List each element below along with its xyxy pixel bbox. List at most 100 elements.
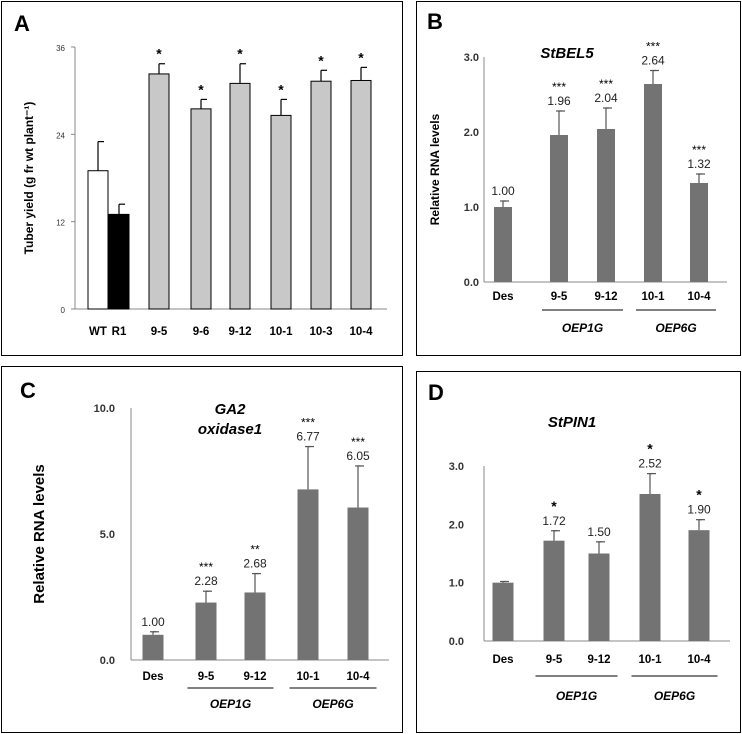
- panel-letter-b: B: [427, 9, 443, 34]
- chart-a-category-label: 10-4: [349, 326, 373, 338]
- chart-c-value-label: 6.77: [296, 430, 320, 444]
- chart-a-y-tick-label: 0: [61, 306, 66, 315]
- chart-b-bar: [690, 183, 708, 282]
- panel-letter-c: C: [20, 378, 36, 403]
- chart-a-y-axis-label: Tuber yield (g fr wt plant⁻¹): [22, 102, 36, 255]
- chart-a-bar: [108, 213, 130, 310]
- chart-d-title: StPIN1: [548, 414, 596, 431]
- chart-a-bar: [229, 82, 251, 310]
- chart-a-y-tick-label: 12: [56, 219, 65, 228]
- chart-b-value-label: 1.32: [687, 157, 711, 171]
- chart-b-value-label: 2.04: [594, 91, 618, 105]
- chart-a-category-label: 9-12: [228, 326, 251, 338]
- chart-a-bar: [310, 80, 332, 310]
- chart-d-category-label: 9-12: [587, 654, 610, 666]
- chart-a-bar: [148, 73, 170, 310]
- chart-d-bar: [688, 530, 710, 641]
- chart-b-y-tick-label: 1.0: [464, 202, 479, 214]
- chart-b-bar: [644, 84, 662, 282]
- chart-a-y-tick-label: 36: [56, 44, 65, 53]
- chart-d-category-label: 10-4: [687, 654, 711, 666]
- chart-d-y-tick-label: 3.0: [449, 461, 464, 473]
- chart-d-value-label: 2.52: [638, 457, 662, 471]
- chart-c-title: GA2: [215, 401, 247, 418]
- chart-c-significance: ***: [351, 435, 365, 449]
- chart-b-significance: ***: [692, 143, 706, 157]
- chart-c-bar: [347, 507, 369, 660]
- chart-a-svg: A 0 12 24 36 Tuber yield (g fr wt plant⁻¹) WT…: [14, 11, 387, 338]
- chart-c-value-label: 1.00: [141, 615, 165, 629]
- chart-c-bar: [297, 489, 319, 660]
- chart-a-category-label: 9-6: [193, 326, 210, 338]
- chart-d-significance: *: [696, 487, 702, 503]
- chart-a-category-label: 10-1: [269, 326, 293, 338]
- panel-b: B 0.0 1.0 2.0 3.0 Relative RNA levels StBEL5 D…: [416, 1, 741, 356]
- chart-c-value-label: 6.05: [346, 449, 370, 463]
- chart-c-bar: [244, 592, 266, 660]
- chart-b-category-label: 10-1: [641, 291, 665, 303]
- chart-a-bar: [270, 114, 292, 310]
- chart-c-svg: C 0.0 5.0 10.0 Relative RNA levels GA2 oxidas…: [20, 378, 389, 711]
- chart-a-bar: [190, 108, 212, 310]
- chart-d-group-label: OEP1G: [556, 689, 597, 703]
- chart-a-significance: *: [318, 52, 324, 68]
- chart-a-bar: [87, 170, 109, 310]
- chart-c-bar: [195, 602, 217, 660]
- chart-a-significance: *: [198, 81, 204, 97]
- chart-b-significance: ***: [599, 77, 613, 91]
- chart-b-category-label: 9-5: [551, 291, 568, 303]
- chart-d-y-tick-label: 0.0: [449, 636, 464, 648]
- chart-d-significance: *: [647, 441, 653, 457]
- chart-d-category-label: 10-1: [638, 654, 662, 666]
- chart-b-significance: ***: [646, 40, 660, 54]
- chart-b-bar: [597, 129, 615, 282]
- chart-a-category-label: R1: [112, 326, 127, 338]
- chart-d-significance: *: [551, 498, 557, 514]
- chart-d-bar: [588, 553, 610, 641]
- chart-c-group-label: OEP6G: [312, 697, 353, 711]
- chart-a-significance: *: [156, 46, 162, 62]
- chart-c-group-label: OEP1G: [210, 697, 251, 711]
- chart-b-category-label: 9-12: [594, 291, 617, 303]
- chart-b-value-label: 2.64: [641, 54, 665, 68]
- chart-a-category-label: WT: [89, 326, 107, 338]
- chart-b-group-label: OEP1G: [562, 321, 603, 335]
- chart-c-y-tick-label: 5.0: [100, 529, 115, 541]
- chart-b-category-label: Des: [492, 291, 513, 303]
- chart-a-significance: *: [358, 49, 364, 65]
- chart-a-bar: [350, 79, 372, 310]
- chart-c-y-axis-label: Relative RNA levels: [31, 464, 48, 604]
- chart-c-category-label: 9-12: [243, 671, 266, 683]
- chart-c-title: oxidase1: [198, 421, 262, 438]
- chart-a-category-label: 10-3: [309, 326, 332, 338]
- chart-d-category-label: Des: [492, 654, 513, 666]
- chart-b-title: StBEL5: [540, 45, 594, 62]
- chart-c-significance: ***: [199, 560, 213, 574]
- chart-a-significance: *: [237, 46, 243, 62]
- chart-c-y-tick-label: 10.0: [94, 403, 115, 415]
- panel-c: C 0.0 5.0 10.0 Relative RNA levels GA2 oxidas…: [1, 366, 403, 733]
- chart-d-value-label: 1.72: [542, 514, 566, 528]
- chart-d-value-label: 1.50: [587, 525, 611, 539]
- chart-d-category-label: 9-5: [546, 654, 563, 666]
- panel-d: D 0.0 1.0 2.0 3.0 StPIN1 Des 9-5 1.72 * 9-12 1.50 1…: [416, 371, 741, 733]
- chart-a-significance: *: [278, 81, 284, 97]
- chart-c-value-label: 2.28: [194, 574, 218, 588]
- panel-letter-a: A: [14, 11, 30, 36]
- chart-c-y-tick-label: 0.0: [100, 655, 115, 667]
- panel-a: A 0 12 24 36 Tuber yield (g fr wt plant⁻¹) WT…: [1, 1, 403, 356]
- chart-d-bar: [543, 540, 565, 641]
- panel-letter-d: D: [428, 380, 444, 405]
- chart-b-y-tick-label: 3.0: [464, 52, 479, 64]
- chart-b-y-axis-label: Relative RNA levels: [428, 113, 442, 225]
- chart-d-y-tick-label: 1.0: [449, 578, 464, 590]
- chart-c-bar: [142, 634, 164, 660]
- chart-b-y-tick-label: 2.0: [464, 127, 479, 139]
- chart-b-value-label: 1.00: [491, 184, 515, 198]
- chart-c-significance: ***: [301, 416, 315, 430]
- chart-c-value-label: 2.68: [243, 557, 267, 571]
- chart-b-value-label: 1.96: [547, 94, 571, 108]
- chart-d-bar: [492, 582, 514, 641]
- chart-b-bar: [494, 207, 512, 282]
